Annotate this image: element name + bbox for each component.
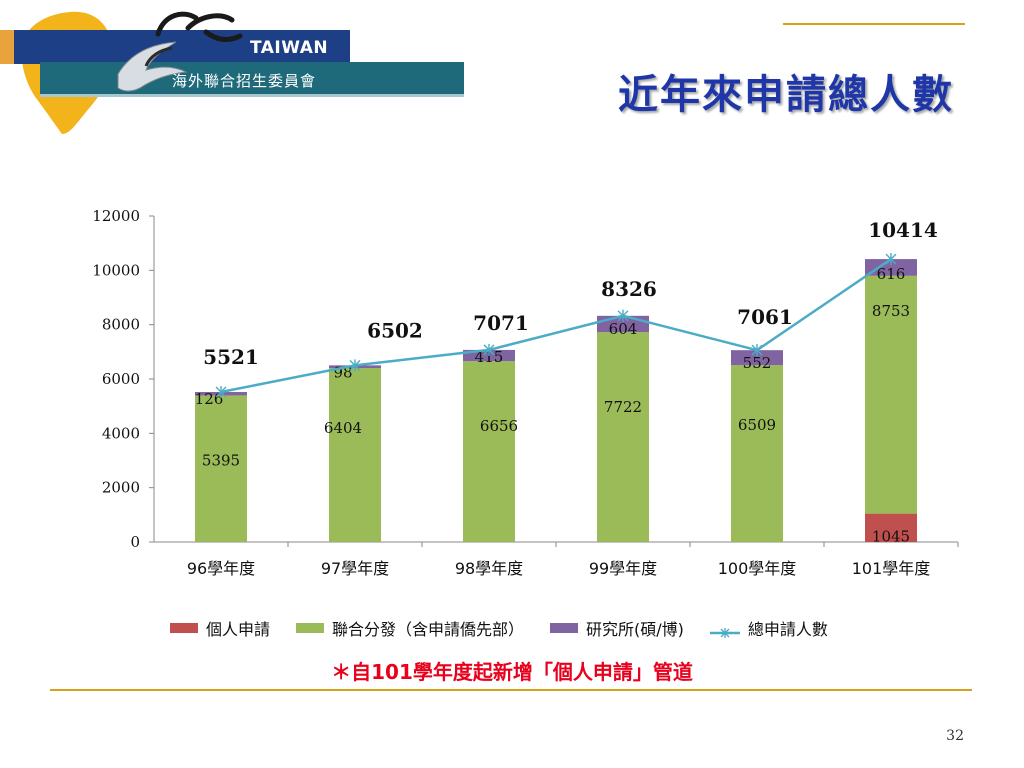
legend-item-joint: 聯合分發（含申請僑先部）: [296, 616, 524, 640]
total-point-marker: [349, 359, 361, 372]
bar-data-label: 552: [743, 354, 772, 372]
bar-segment: [865, 275, 917, 514]
page-title: 近年來申請總人數: [618, 71, 954, 118]
x-tick-label: 98學年度: [455, 559, 523, 578]
logo-subtitle: 海外聯合招生委員會: [172, 72, 317, 90]
bar-segment: [865, 513, 917, 542]
bar-data-label: 6404: [324, 419, 362, 437]
total-data-label: 7071: [473, 311, 529, 335]
bar-segment: [597, 332, 649, 542]
total-point-marker: [617, 309, 629, 322]
total-point-marker: [885, 253, 897, 266]
stacked-bar-chart: 0 2000 4000 6000 8000 10000 12000 96學年度 97學年度 98學…: [92, 207, 959, 578]
x-tick-label: 99學年度: [589, 559, 657, 578]
bar-data-label: 604: [609, 320, 638, 338]
footnote: ＊自101學年度起新增「個人申請」管道: [331, 660, 693, 684]
y-tick-label: 6000: [102, 370, 140, 388]
bar-segment: [731, 350, 783, 366]
legend-swatch-total: [709, 623, 740, 638]
top-accent-line: [783, 23, 965, 25]
bar-data-label: 616: [877, 265, 906, 283]
legend-item-graduate: 研究所(碩/博): [550, 616, 684, 640]
logo-brand-text: TAIWAN: [250, 38, 329, 58]
logo-graphic: [0, 11, 464, 135]
legend-swatch-individual: [170, 623, 198, 633]
legend-swatch-graduate: [550, 623, 579, 633]
x-tick-label: 101學年度: [852, 559, 931, 578]
bar-segment: [731, 365, 783, 542]
total-point-marker: [751, 344, 763, 357]
y-tick-label: 0: [130, 533, 140, 551]
legend-item-total: 總申請人數: [709, 616, 828, 640]
bottom-accent-line: [50, 689, 972, 691]
total-data-label: 6502: [367, 318, 423, 342]
bar-segment: [865, 259, 917, 276]
legend-swatch-joint: [296, 623, 325, 633]
total-data-label: 7061: [737, 305, 793, 329]
page-number: 32: [946, 728, 964, 744]
y-tick-label: 4000: [102, 424, 140, 442]
legend-item-individual: 個人申請: [170, 616, 270, 640]
total-point-marker: [215, 386, 227, 399]
y-tick-label: 12000: [92, 207, 140, 225]
bar-data-label: 415: [475, 348, 504, 366]
total-data-label: 5521: [203, 345, 259, 369]
logo: TAIWAN 海外聯合招生委員會: [0, 0, 470, 140]
bar-data-label: 1045: [872, 528, 910, 546]
bar-segment: [463, 361, 515, 542]
total-line: [220, 258, 892, 394]
legend-label-graduate: 研究所(碩/博): [586, 620, 684, 639]
total-point-marker: [483, 343, 495, 356]
bar-segment: [329, 368, 381, 542]
bar-data-label: 6509: [738, 416, 776, 434]
bar-data-label: 6656: [480, 417, 518, 435]
total-data-label: 10414: [868, 218, 938, 242]
bar-data-label: 126: [195, 390, 224, 408]
bar-segment: [195, 395, 247, 542]
bar-data-label: 5395: [202, 451, 240, 469]
x-tick-label: 97學年度: [321, 559, 389, 578]
x-tick-label: 96學年度: [187, 559, 255, 578]
x-tick-label: 100學年度: [718, 559, 797, 578]
chart-legend: 個人申請 聯合分發（含申請僑先部） 研究所(碩/博) 總申請人數: [170, 616, 930, 640]
bar-data-label: 7722: [604, 398, 642, 416]
bar-data-label: 8753: [872, 302, 910, 320]
y-tick-label: 8000: [102, 316, 140, 334]
y-tick-label: 10000: [92, 261, 140, 279]
total-data-label: 8326: [601, 277, 657, 301]
legend-label-joint: 聯合分發（含申請僑先部）: [332, 620, 525, 639]
legend-label-individual: 個人申請: [206, 620, 271, 639]
legend-label-total: 總申請人數: [747, 620, 828, 639]
y-tick-label: 2000: [102, 479, 140, 497]
